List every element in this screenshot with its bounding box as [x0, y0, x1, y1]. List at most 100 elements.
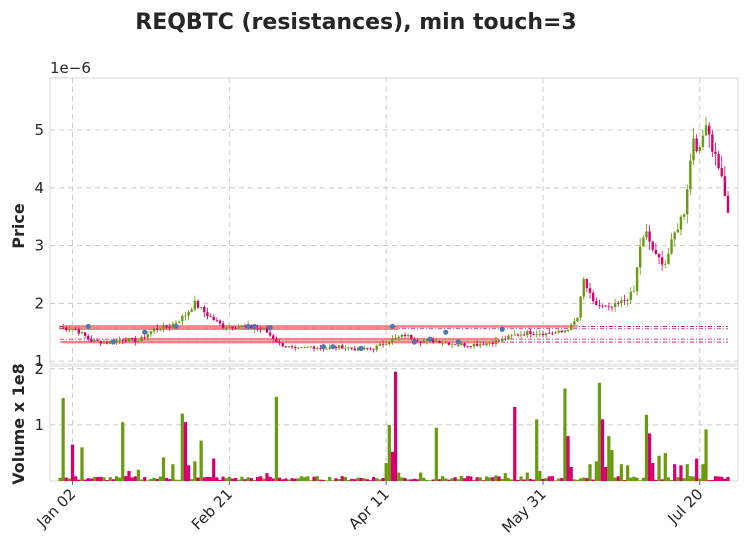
volume-bar [572, 479, 576, 481]
volume-bar [149, 478, 153, 481]
volume-bar [390, 451, 395, 481]
candle-down [595, 301, 598, 305]
volume-bar [575, 479, 580, 481]
candle-down [604, 305, 607, 307]
candle-down [598, 304, 601, 306]
volume-bar [419, 472, 423, 481]
volume-bar [616, 476, 620, 481]
volume-ytick-label: 2 [34, 360, 44, 378]
candle-up [441, 342, 444, 344]
volume-bar [685, 464, 689, 481]
candle-up [510, 335, 513, 337]
candle-down [275, 338, 278, 342]
volume-bar [428, 480, 432, 481]
candle-down [711, 134, 714, 152]
candle-up [363, 347, 366, 350]
candle-up [397, 336, 400, 338]
candle-down [714, 151, 717, 154]
candle-down [623, 300, 626, 302]
candle-down [416, 340, 419, 342]
volume-bar [67, 478, 72, 481]
volume-bar [190, 479, 194, 481]
candle-up [262, 327, 266, 330]
volume-bar [334, 478, 338, 481]
volume-bar [281, 479, 285, 481]
volume-bar [168, 479, 172, 481]
candle-down [529, 331, 532, 335]
candle-up [162, 325, 165, 330]
volume-bar [660, 479, 664, 481]
volume-bar [622, 480, 627, 481]
candle-up [488, 342, 491, 344]
candle-down [372, 348, 375, 350]
candle-down [419, 341, 422, 343]
candle-down [284, 346, 288, 348]
volume-bar [666, 477, 671, 481]
candle-down [491, 342, 494, 344]
volume-bar [381, 477, 385, 481]
candle-up [228, 326, 231, 328]
candle-down [654, 249, 658, 255]
candle-up [535, 334, 538, 335]
candle-up [199, 307, 203, 308]
volume-bar [315, 476, 319, 481]
candle-down [143, 336, 146, 338]
volume-bar [246, 477, 250, 481]
volume-bar [579, 478, 583, 481]
candle-down [369, 348, 372, 350]
volume-bar [466, 476, 470, 481]
volume-bar [525, 472, 529, 481]
candle-up [613, 302, 617, 308]
volume-bar [230, 478, 235, 481]
volume-bar [459, 476, 464, 481]
volume-bar [488, 477, 492, 481]
price-ytick-label: 5 [34, 121, 44, 139]
volume-bar [177, 479, 181, 481]
price-scale-label: 1e−6 [50, 59, 91, 77]
volume-bar [538, 470, 542, 481]
volume-bar [309, 480, 313, 481]
volume-bar [629, 477, 633, 481]
volume-bar [111, 479, 115, 481]
candle-down [90, 338, 93, 342]
candle-up [513, 334, 516, 336]
candle-up [337, 345, 341, 349]
volume-bar [199, 440, 203, 481]
volume-bar [528, 478, 533, 481]
volume-bar [635, 477, 639, 481]
candle-down [221, 323, 225, 329]
volume-bar [171, 464, 175, 481]
candle-down [256, 328, 259, 330]
volume-bar [193, 461, 197, 481]
volume-bar [240, 476, 244, 481]
volume-bar [406, 479, 410, 481]
candle-up [664, 263, 667, 265]
volume-bar [447, 479, 451, 481]
candle-up [93, 340, 96, 342]
volume-bar [409, 479, 413, 481]
volume-bar [651, 463, 655, 481]
candle-up [444, 342, 447, 344]
volume-bar [130, 477, 134, 481]
volume-bar [597, 382, 602, 481]
candle-down [366, 347, 369, 349]
candle-up [576, 317, 579, 322]
candle-down [610, 306, 614, 308]
candle-down [278, 341, 281, 343]
candle-down [83, 332, 87, 336]
xtick-label: Jul 20 [664, 485, 707, 528]
candle-up [309, 346, 313, 348]
candle-down [341, 345, 344, 349]
volume-bar [61, 397, 65, 481]
candle-up [356, 347, 360, 351]
candle-up [181, 315, 184, 322]
candle-down [350, 347, 353, 349]
volume-bar [139, 479, 144, 481]
volume-bar [553, 480, 558, 481]
volume-bar [152, 477, 156, 481]
volume-bar [472, 479, 476, 481]
candle-down [648, 231, 651, 242]
volume-bar [196, 477, 200, 481]
volume-bar [632, 476, 636, 481]
